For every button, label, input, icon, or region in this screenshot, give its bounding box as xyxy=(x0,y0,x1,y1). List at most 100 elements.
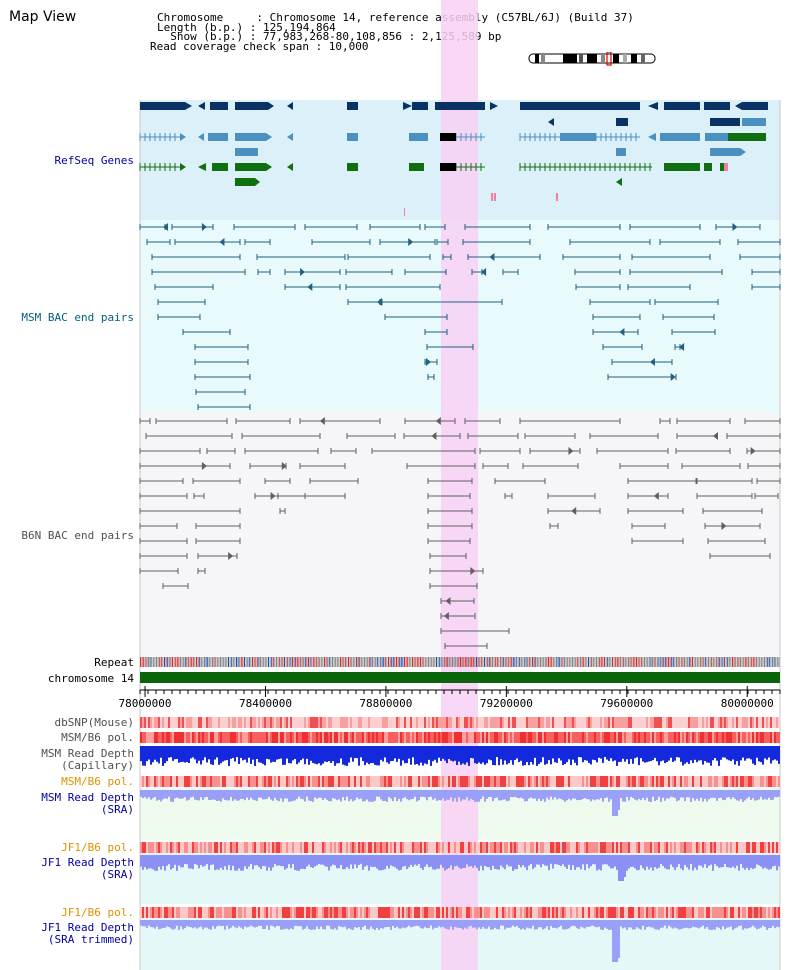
dbsnp-cell xyxy=(160,717,162,728)
msm-b6-pol2-cell xyxy=(658,776,660,787)
msm-b6-pol2-cell xyxy=(728,776,730,787)
msm-b6-pol-cell xyxy=(750,732,752,743)
msm-b6-pol2-cell xyxy=(354,776,356,787)
msm-b6-pol2-cell xyxy=(304,776,306,787)
jf1-b6-pol2-cell xyxy=(458,907,460,918)
jf1-b6-pol2-cell xyxy=(626,907,628,918)
refseq-gene-row1-arrow xyxy=(490,102,498,110)
dbsnp-cell xyxy=(582,717,584,728)
dbsnp-cell xyxy=(312,717,314,728)
jf1-sra-depth-bar xyxy=(216,855,218,870)
repeat-element xyxy=(424,657,426,667)
jf1-trimmed-depth-bar xyxy=(188,920,190,927)
jf1-sra-depth-bar xyxy=(750,855,752,868)
msm-b6-pol-cell xyxy=(380,732,382,743)
dbsnp-cell xyxy=(366,717,368,728)
msm-sra-depth-bar xyxy=(396,790,398,802)
dbsnp-cell xyxy=(488,717,490,728)
msm-b6-pol2-cell xyxy=(414,776,416,787)
repeat-element xyxy=(506,657,508,667)
msm-b6-pol-cell xyxy=(204,732,206,743)
msm-sra-depth-bar xyxy=(306,790,308,797)
msm-b6-pol2-cell xyxy=(362,776,364,787)
msm-capillary-depth-bar xyxy=(448,746,450,759)
repeat-element xyxy=(557,657,559,667)
dbsnp-cell xyxy=(316,717,318,728)
jf1-sra-depth-bar xyxy=(506,855,508,865)
msm-capillary-depth-bar xyxy=(240,746,242,758)
dbsnp-cell xyxy=(192,717,194,728)
jf1-b6-pol2-cell xyxy=(736,907,738,918)
refseq-genes-label[interactable]: RefSeq Genes xyxy=(54,154,134,167)
msm-b6-pol2-cell xyxy=(324,776,326,787)
jf1-b6-pol-cell xyxy=(382,842,384,853)
jf1-b6-pol-cell xyxy=(714,842,716,853)
jf1-b6-pol-cell xyxy=(390,842,392,853)
jf1-b6-pol-cell xyxy=(672,842,674,853)
repeat-element xyxy=(535,657,537,667)
msm-capillary-depth-bar xyxy=(320,746,322,766)
jf1-sra-depth-bar xyxy=(728,855,730,868)
dbsnp-cell xyxy=(662,717,664,728)
msm-sra-depth-bar xyxy=(684,790,686,802)
msm-capillary-depth-bar xyxy=(158,746,160,764)
msm-sra-depth-bar xyxy=(730,790,732,800)
msm-sra-depth-bar xyxy=(504,790,506,800)
jf1-b6-pol2-cell xyxy=(746,907,748,918)
jf1-sra-depth-bar xyxy=(460,855,462,869)
jf1-b6-pol2-cell xyxy=(638,907,640,918)
jf1-trimmed-depth-bar xyxy=(706,920,708,928)
jf1-sra-depth-bar xyxy=(328,855,330,871)
msm-b6-pol2-cell xyxy=(714,776,716,787)
msm-b6-pol-cell xyxy=(504,732,506,743)
dbsnp-cell xyxy=(344,717,346,728)
dbsnp-cell xyxy=(234,717,236,728)
jf1-trimmed-depth-bar xyxy=(464,920,466,928)
b6n-bac-label[interactable]: B6N BAC end pairs xyxy=(21,529,134,542)
jf1-b6-pol-cell xyxy=(478,842,480,853)
jf1-b6-pol-cell xyxy=(296,842,298,853)
msm-sra-depth-bar xyxy=(658,790,660,797)
msm-sra-depth-bar xyxy=(150,790,152,800)
msm-sra-depth-bar xyxy=(276,790,278,801)
jf1-sra-depth-bar xyxy=(550,855,552,864)
msm-b6-pol2-cell xyxy=(596,776,598,787)
msm-b6-pol2-cell xyxy=(420,776,422,787)
msm-b6-pol-cell xyxy=(670,732,672,743)
jf1-trimmed-depth-bar xyxy=(440,920,442,928)
repeat-element xyxy=(165,657,167,667)
msm-capillary-depth-bar xyxy=(758,746,760,762)
refseq-pink-mark xyxy=(556,193,558,201)
repeat-element xyxy=(172,657,173,667)
jf1-b6-pol2-cell xyxy=(280,907,282,918)
jf1-b6-pol-cell xyxy=(728,842,730,853)
jf1-b6-pol2-cell xyxy=(578,907,580,918)
jf1-b6-pol-cell xyxy=(388,842,390,853)
dbsnp-cell xyxy=(508,717,510,728)
repeat-element xyxy=(599,657,601,667)
jf1-sra-depth-bar xyxy=(584,855,586,871)
jf1-sra-depth-bar xyxy=(688,855,690,870)
msm-b6-pol-cell xyxy=(256,732,258,743)
dbsnp-cell xyxy=(244,717,246,728)
msm-b6-pol2-cell xyxy=(140,776,142,787)
msm-capillary-depth-bar xyxy=(514,746,516,760)
msm-sra-depth-bar xyxy=(230,790,232,797)
chromosome-ideogram[interactable] xyxy=(527,52,659,66)
msm-b6-pol-cell xyxy=(358,732,360,743)
msm-b6-pol2-cell xyxy=(704,776,706,787)
repeat-element xyxy=(407,657,409,667)
dbsnp-cell xyxy=(164,717,166,728)
jf1-trimmed-depth-bar xyxy=(664,920,666,926)
jf1-b6-pol2-cell xyxy=(326,907,328,918)
dbsnp-cell xyxy=(254,717,256,728)
jf1-trimmed-depth-bar xyxy=(152,920,154,928)
jf1-sra-depth-bar xyxy=(572,855,574,866)
dbsnp-cell xyxy=(666,717,668,728)
msm-b6-pol-cell xyxy=(614,732,616,743)
msm-b6-pol-cell xyxy=(176,732,178,743)
msm-sra-depth-bar xyxy=(334,790,336,799)
msm-sra-depth-bar xyxy=(764,790,766,800)
msm-bac-label[interactable]: MSM BAC end pairs xyxy=(21,311,134,324)
